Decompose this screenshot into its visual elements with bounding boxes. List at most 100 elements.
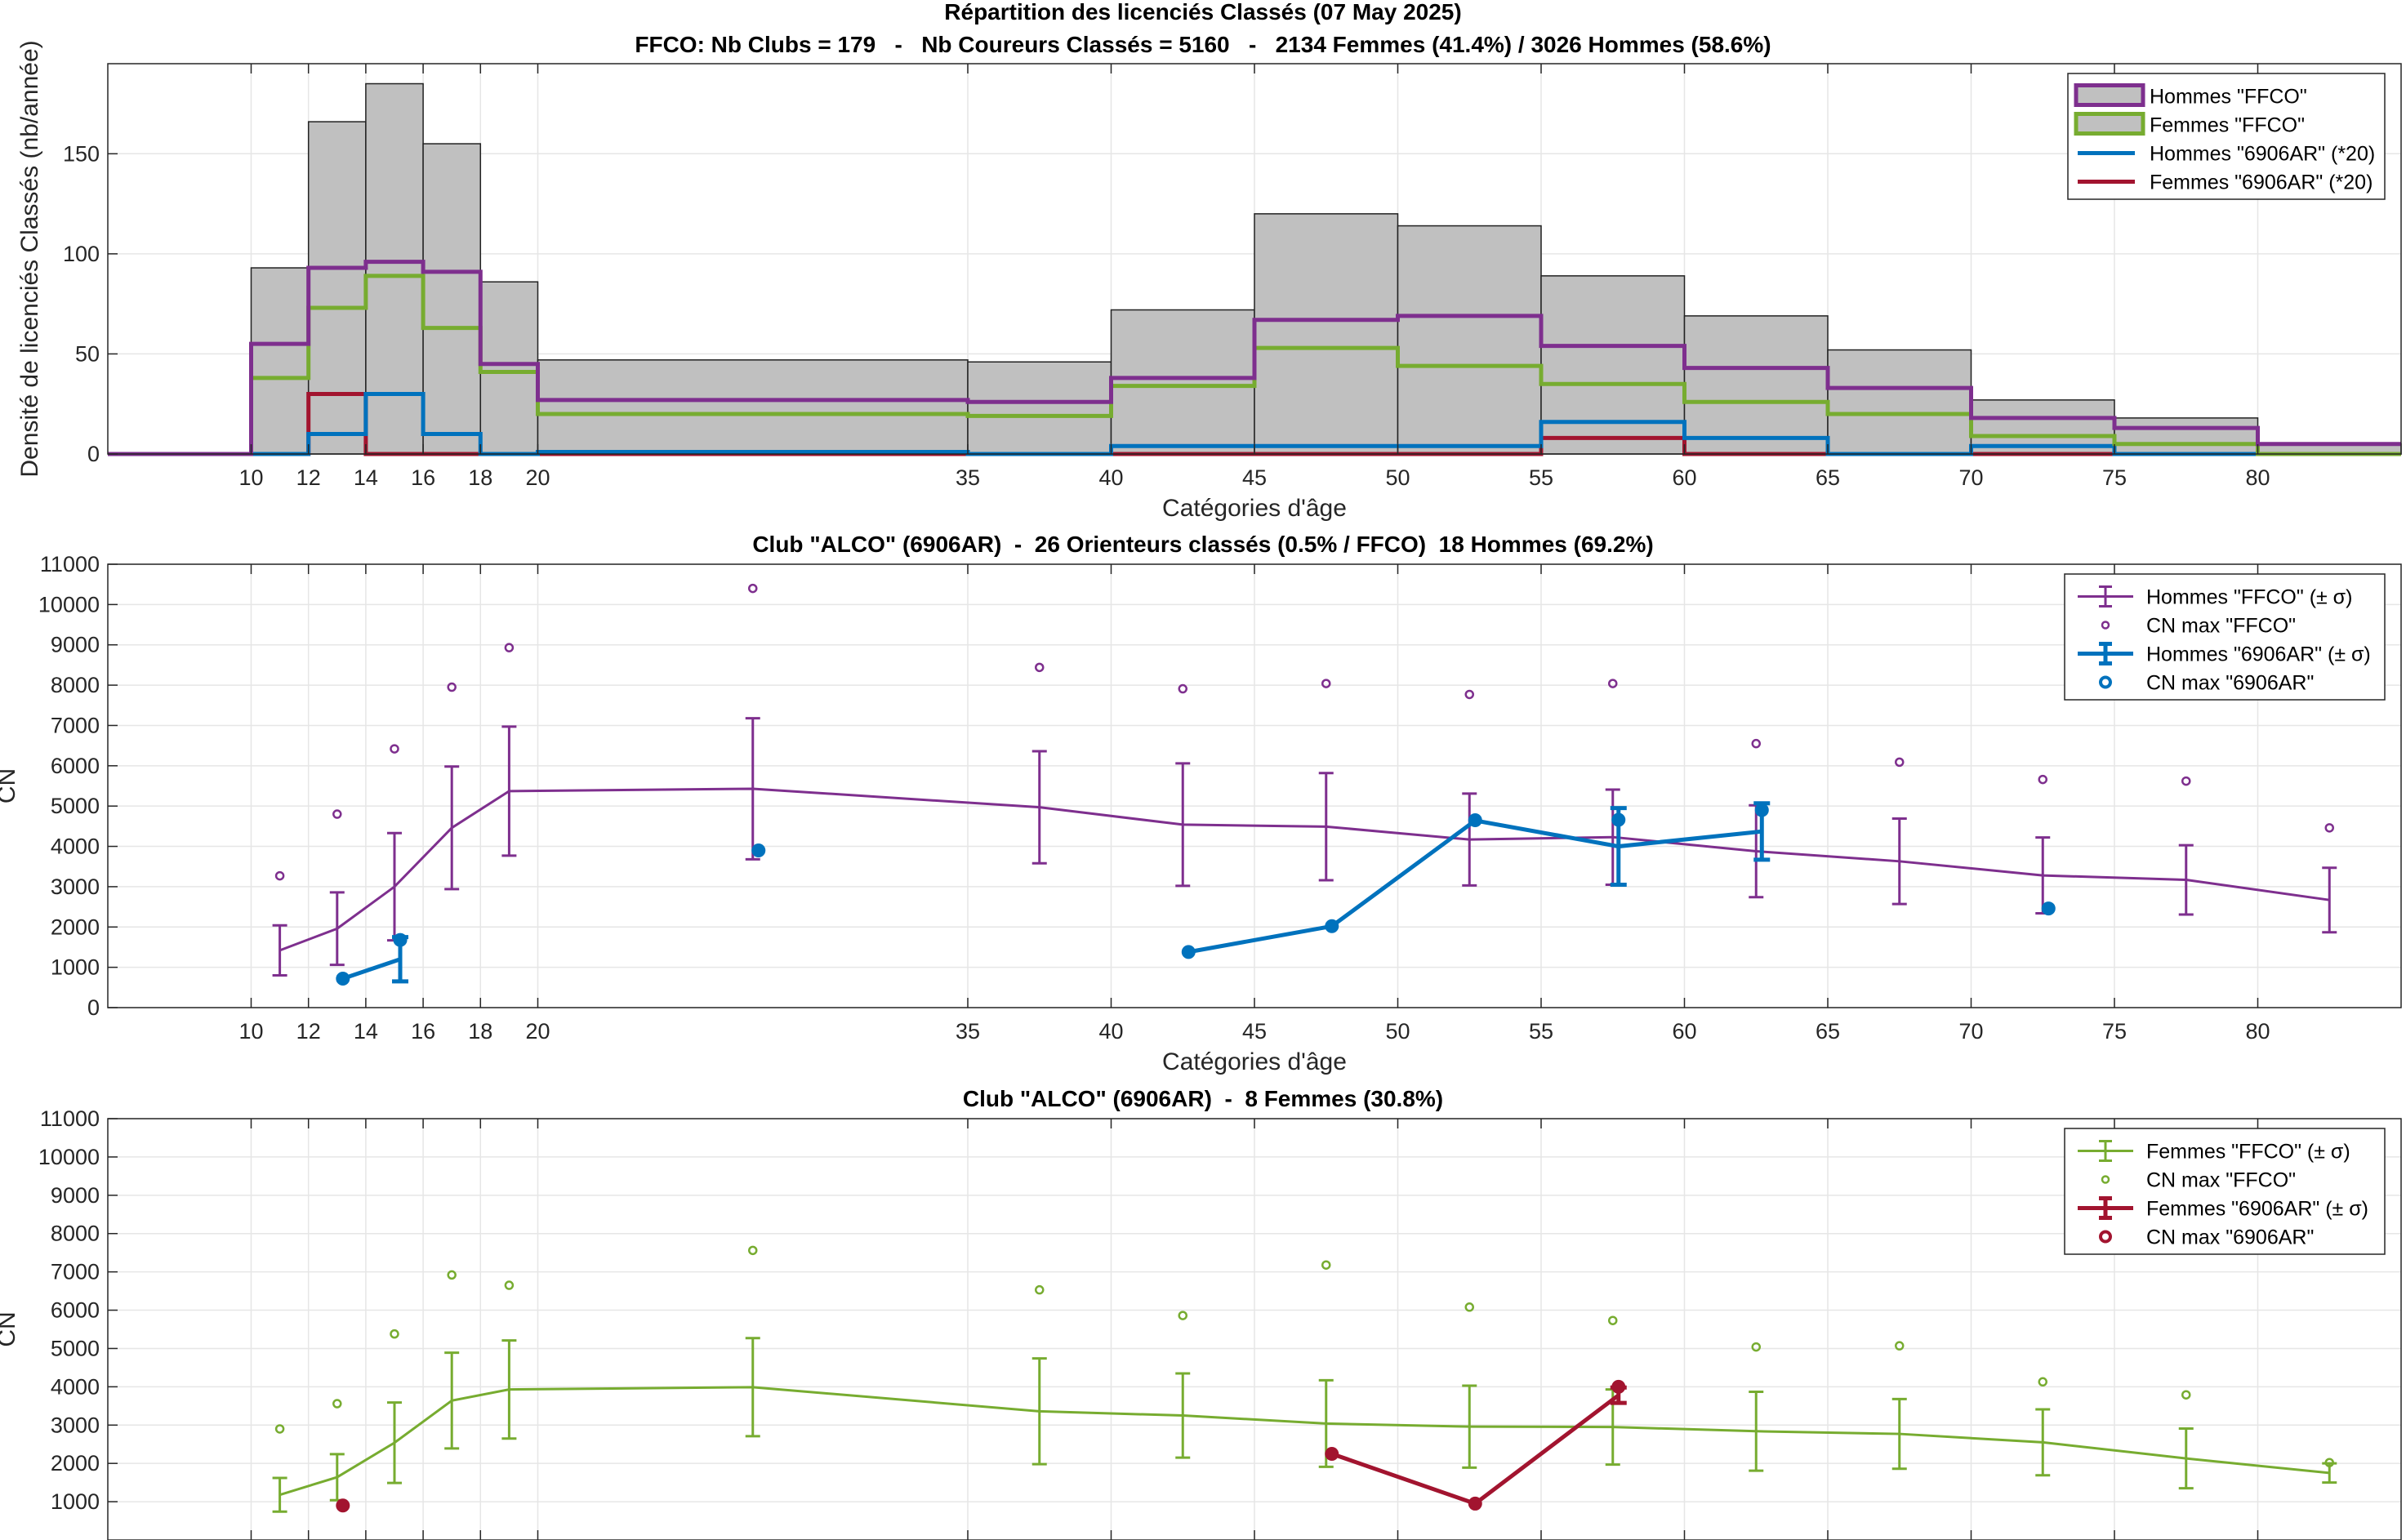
x-tick-label: 70 [1958, 465, 1983, 490]
ffco-cn-max-marker [504, 1280, 515, 1290]
x-tick-label: 40 [1098, 465, 1123, 490]
x-tick-label: 40 [1098, 1019, 1123, 1044]
hommes-cn-panel: 10 12 14 16 18 20 35 40 45 50 55 60 65 70 75 80 0 1000 200… [0, 552, 2402, 1075]
panel3-title: Club "ALCO" (6906AR) - 8 Femmes (30.8%) [963, 1086, 1443, 1111]
y-tick-label: 10000 [38, 592, 100, 616]
histogram-bar [479, 281, 539, 455]
histogram-bar [2114, 417, 2259, 455]
ffco-cn-max-marker [1751, 1342, 1761, 1352]
y-tick-label: 100 [63, 242, 100, 266]
legend-swatch-marker [2099, 675, 2112, 689]
x-tick-label: 55 [1529, 1019, 1553, 1044]
x-tick-label: 18 [468, 465, 492, 490]
club-cn-max-marker [2041, 901, 2056, 916]
legend-entry: Hommes "FFCO" (± σ) [2146, 586, 2352, 609]
ffco-mean-line [279, 787, 2330, 952]
x-tick-label: 12 [296, 1019, 321, 1044]
histogram-bar [1827, 349, 1972, 455]
x-tick-label: 55 [1529, 465, 1553, 490]
y-tick-label: 7000 [51, 713, 100, 737]
club-cn-max-marker [1754, 803, 1769, 817]
ffco-cn-max-marker [504, 643, 515, 652]
stairs-hommes-ffco [108, 260, 2401, 456]
y-tick-label: 6000 [51, 1298, 100, 1323]
club-cn-max-marker [1181, 945, 1196, 959]
ffco-cn-max-marker [1895, 757, 1905, 768]
legend-entry: CN max "6906AR" [2146, 672, 2314, 695]
x-tick-label: 14 [354, 465, 378, 490]
histogram-bar [1254, 213, 1399, 455]
ffco-cn-max-marker [390, 1329, 399, 1339]
y-tick-label: 1000 [51, 955, 100, 980]
x-tick-label: 20 [525, 1019, 550, 1044]
x-axis-label: Catégories d'âge [1162, 495, 1347, 522]
legend-entry: Femmes "FFCO" [2150, 114, 2305, 137]
club-cn-max-marker [336, 971, 350, 986]
ffco-cn-max-marker [2038, 774, 2047, 785]
y-tick-label: 11000 [40, 552, 100, 576]
x-tick-label: 75 [2102, 1019, 2127, 1044]
x-tick-label: 16 [411, 1019, 435, 1044]
x-axis-label: Catégories d'âge [1162, 1048, 1347, 1075]
y-tick-label: 3000 [51, 1413, 100, 1437]
ffco-cn-max-marker [1895, 1341, 1905, 1351]
histogram-bar [967, 361, 1112, 455]
histogram-bar [365, 82, 424, 455]
stairs-femmes-ffco [108, 274, 2401, 456]
x-tick-label: 70 [1958, 1019, 1983, 1044]
legend-box [2064, 1128, 2386, 1255]
ffco-cn-max-marker [1178, 683, 1187, 694]
ffco-cn-max-marker [2324, 823, 2334, 833]
ffco-cn-max-marker [274, 1424, 285, 1434]
legend-entry: Femmes "6906AR" (± σ) [2146, 1198, 2368, 1221]
x-tick-label: 45 [1242, 1019, 1267, 1044]
legend-entry: Femmes "6906AR" (*20) [2150, 171, 2373, 194]
y-tick-label: 10000 [38, 1145, 100, 1169]
x-tick-label: 35 [956, 1019, 980, 1044]
legend-box [2064, 573, 2386, 701]
legend-swatch-marker [2101, 1175, 2110, 1184]
plot-area [272, 1245, 2337, 1513]
y-tick-label: 0 [87, 442, 100, 466]
legend-entry: CN max "FFCO" [2146, 615, 2296, 638]
histogram-bar [250, 267, 310, 455]
club-cn-max-marker [1325, 919, 1339, 933]
y-tick-label: 3000 [51, 875, 100, 899]
y-tick-label: 50 [75, 341, 100, 366]
ffco-cn-max-marker [1178, 1311, 1187, 1320]
legend-entry: Hommes "6906AR" (*20) [2150, 143, 2375, 166]
y-tick-label: 7000 [51, 1260, 100, 1284]
x-tick-label: 18 [468, 1019, 492, 1044]
club-cn-max-marker [393, 932, 408, 947]
histogram-bar [422, 143, 482, 455]
ffco-cn-max-marker [2181, 1390, 2191, 1400]
ffco-cn-max-marker [1321, 679, 1331, 688]
ffco-cn-max-marker [1035, 1284, 1045, 1295]
x-tick-label: 45 [1242, 465, 1267, 490]
legend-entry: Hommes "6906AR" (± σ) [2146, 643, 2371, 666]
ffco-cn-max-marker [2038, 1377, 2047, 1387]
club-cn-max-marker [1468, 812, 1482, 827]
y-tick-label: 2000 [51, 1451, 100, 1475]
panel2-title: Club "ALCO" (6906AR) - 26 Orienteurs cla… [752, 532, 1653, 557]
ffco-cn-max-marker [1751, 738, 1761, 749]
ffco-mean-line [279, 1386, 2330, 1497]
histogram-panel: 10 12 14 16 18 20 35 40 45 50 55 60 65 70 75 80 0 50 100 15… [16, 40, 2402, 522]
ffco-cn-max-marker [1321, 1260, 1331, 1270]
ffco-cn-max-marker [1035, 662, 1045, 673]
x-tick-label: 35 [956, 465, 980, 490]
club-cn-max-marker [1611, 1379, 1626, 1394]
y-tick-label: 2000 [51, 915, 100, 939]
x-tick-label: 10 [238, 1019, 263, 1044]
ffco-cn-max-marker [332, 809, 342, 819]
figure-title: Répartition des licenciés Classés (07 Ma… [944, 0, 1461, 24]
legend-swatch [2074, 112, 2145, 136]
histogram-bar [1683, 315, 1829, 455]
y-tick-label: 4000 [51, 1374, 100, 1399]
y-axis-label: CN [0, 768, 20, 803]
ffco-cn-max-marker [274, 870, 285, 881]
y-axis-label: CN [0, 1311, 20, 1346]
histogram-bar [1540, 275, 1686, 455]
x-tick-label: 60 [1672, 465, 1696, 490]
